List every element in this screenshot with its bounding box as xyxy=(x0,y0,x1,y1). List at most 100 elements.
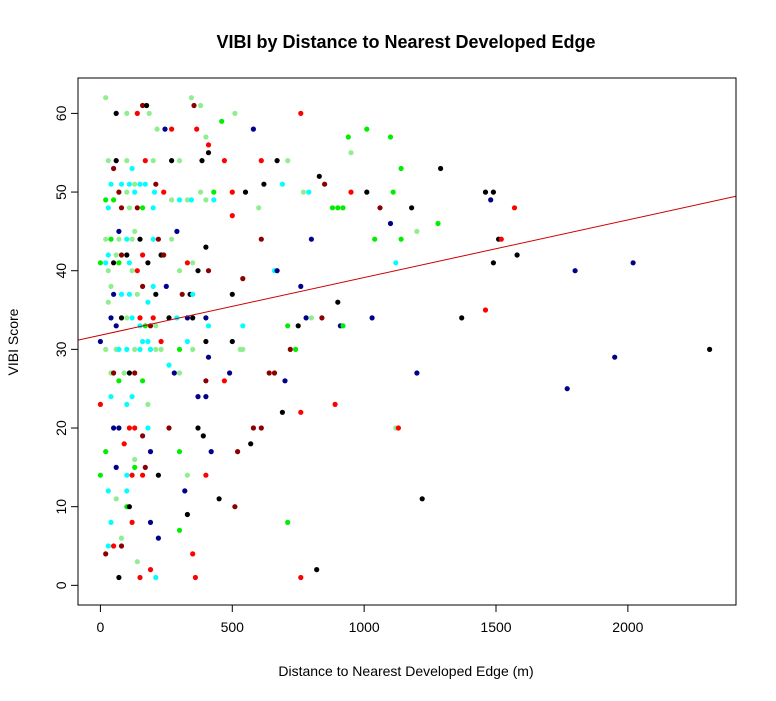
data-point xyxy=(171,370,177,376)
data-point xyxy=(162,126,168,132)
data-point xyxy=(488,197,494,203)
data-point xyxy=(111,291,117,297)
data-point xyxy=(203,378,209,384)
data-point xyxy=(298,110,304,116)
data-point xyxy=(190,260,196,266)
data-point xyxy=(184,472,190,478)
data-point xyxy=(145,260,151,266)
data-point xyxy=(140,338,146,345)
data-point xyxy=(97,472,103,478)
data-point xyxy=(116,574,122,581)
data-point xyxy=(295,323,301,329)
data-point xyxy=(240,346,246,352)
data-point xyxy=(129,394,135,400)
data-point xyxy=(188,197,194,203)
data-point xyxy=(146,110,152,116)
data-point xyxy=(121,441,127,447)
data-point xyxy=(111,370,117,376)
data-point xyxy=(274,268,280,274)
data-point xyxy=(298,283,304,289)
data-point xyxy=(490,260,496,266)
data-point xyxy=(169,236,175,242)
data-point xyxy=(140,472,146,478)
x-tick-label: 0 xyxy=(97,619,105,635)
data-point xyxy=(140,102,146,109)
data-point xyxy=(147,567,154,573)
data-point xyxy=(184,511,190,518)
x-tick-label: 2000 xyxy=(612,619,643,635)
data-point xyxy=(129,236,135,242)
data-point xyxy=(203,394,209,400)
data-point xyxy=(248,441,254,447)
data-point xyxy=(147,346,154,352)
data-point xyxy=(118,315,125,321)
data-point xyxy=(435,220,441,227)
data-point xyxy=(285,519,291,526)
data-point xyxy=(219,118,225,124)
data-point xyxy=(377,205,383,211)
data-point xyxy=(195,425,201,431)
data-point xyxy=(258,236,264,242)
data-point xyxy=(438,165,444,172)
data-point xyxy=(147,519,154,526)
data-point xyxy=(205,150,212,156)
points-layer xyxy=(97,95,713,581)
data-point xyxy=(182,488,188,494)
data-point xyxy=(195,268,201,274)
data-point xyxy=(137,236,143,242)
data-point xyxy=(298,409,304,415)
data-point xyxy=(121,370,127,376)
data-point xyxy=(285,323,291,329)
data-point xyxy=(195,394,201,400)
plot-frame xyxy=(77,77,737,606)
data-point xyxy=(132,456,138,463)
data-point xyxy=(345,134,351,140)
data-point xyxy=(129,472,135,478)
data-point xyxy=(158,346,164,352)
data-point xyxy=(113,464,119,470)
data-point xyxy=(279,181,285,187)
data-point xyxy=(124,110,130,116)
data-point xyxy=(118,181,125,187)
data-point xyxy=(118,205,125,211)
data-point xyxy=(232,110,238,116)
chart-title: VIBI by Distance to Nearest Developed Ed… xyxy=(216,32,595,52)
data-point xyxy=(221,378,227,384)
x-tick-label: 1500 xyxy=(480,619,511,635)
data-point xyxy=(274,158,280,164)
data-point xyxy=(572,268,578,274)
data-point xyxy=(126,260,132,266)
data-point xyxy=(203,244,209,250)
data-point xyxy=(191,102,197,109)
data-point xyxy=(398,165,404,172)
data-point xyxy=(145,401,151,407)
data-point xyxy=(229,291,235,297)
data-point xyxy=(140,378,146,384)
data-point xyxy=(176,527,183,533)
data-point xyxy=(184,197,190,203)
data-point xyxy=(203,338,209,345)
x-tick-label: 1000 xyxy=(349,619,380,635)
data-point xyxy=(124,315,130,321)
data-point xyxy=(142,464,148,470)
data-point xyxy=(229,189,235,195)
data-point xyxy=(134,291,140,297)
data-point xyxy=(103,551,109,557)
data-point xyxy=(113,496,119,502)
data-point xyxy=(203,472,209,478)
data-point xyxy=(188,95,194,101)
data-point xyxy=(369,315,375,321)
data-point xyxy=(124,472,130,478)
data-point xyxy=(137,574,143,581)
data-point xyxy=(145,425,151,431)
x-tick-label: 500 xyxy=(221,619,245,635)
data-point xyxy=(409,205,415,211)
data-point xyxy=(129,268,135,274)
data-point xyxy=(126,425,132,431)
data-point xyxy=(144,102,150,109)
data-point xyxy=(190,315,196,321)
y-tick-label: 40 xyxy=(53,263,69,279)
data-point xyxy=(564,386,570,392)
data-point xyxy=(372,236,378,242)
data-point xyxy=(192,574,198,581)
